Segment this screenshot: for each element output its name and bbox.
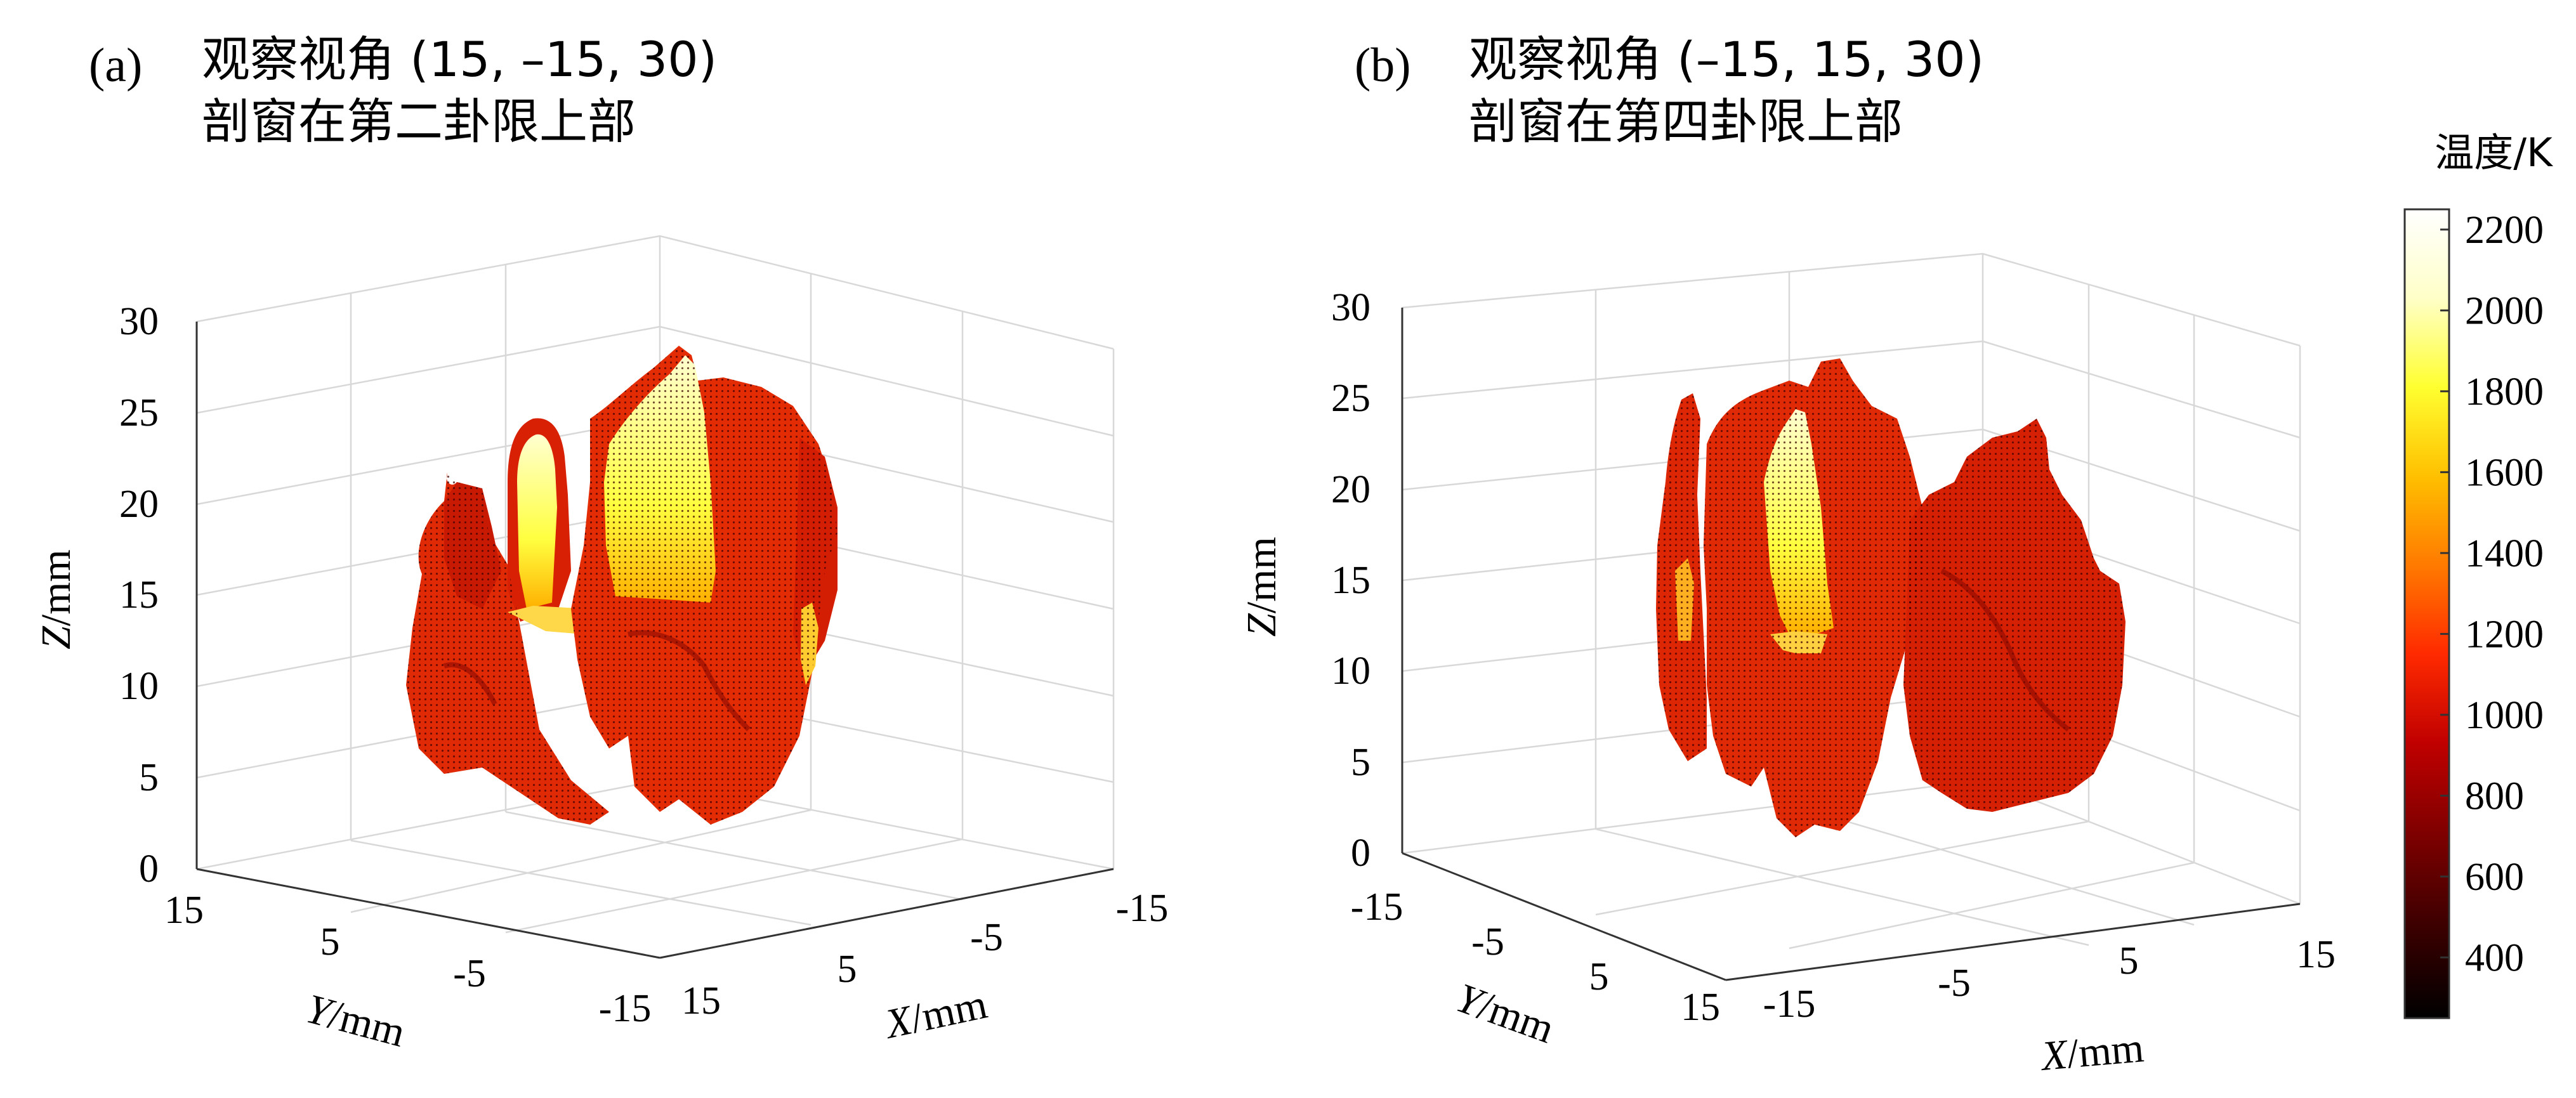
y-unit-b: /mm [1472, 983, 1560, 1052]
y-tick-a: -15 [599, 987, 652, 1030]
z-tick-b: 25 [1331, 377, 1370, 420]
z-tick-b: 0 [1351, 832, 1370, 875]
x-tick-a: 15 [681, 979, 721, 1023]
z-tick-b: 10 [1331, 650, 1370, 693]
z-unit-a: /mm [33, 549, 79, 626]
panel-a-y-label: Y/mm [301, 986, 410, 1056]
colorbar-tick-label: 1200 [2465, 613, 2544, 656]
z-var-b: Z [1239, 613, 1285, 637]
colorbar-tick-label: 2000 [2465, 289, 2544, 332]
x-tick-b: 15 [2296, 933, 2336, 976]
y-tick-b: -15 [1351, 886, 1403, 929]
colorbar-tick-label: 800 [2465, 774, 2524, 818]
x-tick-a: -5 [970, 916, 1003, 959]
panel-a-title-line2: 剖窗在第二卦限上部 [202, 93, 636, 150]
x-tick-b: 5 [2119, 939, 2139, 983]
z-tick-b: 30 [1331, 286, 1370, 329]
panel-a: 0 5 10 15 20 25 30 15 5 -5 -15 15 5 -5 -… [33, 31, 1168, 1056]
panel-a-flame-volume [406, 346, 838, 825]
colorbar: 温度/K 400 600 800 1000 1200 1400 1600 1800 2000 22… [2403, 129, 2553, 1019]
x-unit-a: /mm [906, 981, 991, 1042]
panel-a-z-label: Z/mm [33, 549, 79, 650]
svg-text:X/mm: X/mm [879, 981, 991, 1048]
y-tick-a: 15 [164, 889, 204, 932]
panel-a-label: (a) [89, 39, 142, 92]
panel-a-title-line1: 观察视角 (15, –15, 30) [202, 31, 717, 88]
x-var-b: X [2038, 1031, 2071, 1080]
z-unit-b: /mm [1239, 537, 1285, 613]
y-tick-a: 5 [320, 920, 340, 964]
z-tick-a: 10 [119, 665, 159, 708]
panel-b-z-ticks: 0 5 10 15 20 25 30 [1331, 286, 1370, 875]
z-tick-a: 15 [119, 573, 159, 617]
y-unit-a: /mm [324, 991, 410, 1056]
y-tick-b: -5 [1471, 920, 1504, 964]
x-tick-a: -15 [1116, 887, 1169, 930]
colorbar-tick-label: 600 [2465, 856, 2524, 899]
z-tick-a: 20 [119, 483, 159, 526]
panel-b-flame-volume [1656, 358, 2126, 837]
colorbar-tick-label: 1800 [2465, 370, 2544, 414]
x-tick-b: -15 [1763, 983, 1816, 1026]
svg-text:Y/mm: Y/mm [1450, 975, 1560, 1053]
z-tick-b: 15 [1331, 559, 1370, 602]
panel-b-front-axes [1401, 308, 2301, 981]
colorbar-tick-label: 1600 [2465, 451, 2544, 494]
panel-a-x-label: X/mm [879, 981, 991, 1048]
colorbar-ticks: 400 600 800 1000 1200 1400 1600 1800 2000 2200 [2440, 209, 2544, 979]
panel-a-y-ticks: 15 5 -5 -15 [164, 889, 651, 1030]
panel-b-x-ticks: -15 -5 5 15 [1763, 933, 2336, 1026]
y-tick-b: 5 [1589, 955, 1609, 998]
svg-text:Z/mm: Z/mm [33, 549, 79, 650]
panel-b: 0 5 10 15 20 25 30 -15 -5 5 15 -15 -5 5 … [1239, 31, 2336, 1080]
z-tick-b: 5 [1351, 741, 1370, 784]
panel-b-label: (b) [1355, 39, 1411, 92]
panel-b-title-line1: 观察视角 (–15, 15, 30) [1469, 31, 1984, 88]
x-unit-b: /mm [2065, 1024, 2146, 1077]
panel-a-z-ticks: 0 5 10 15 20 25 30 [119, 300, 159, 891]
panel-b-title-line2: 剖窗在第四卦限上部 [1469, 93, 1903, 150]
z-tick-a: 0 [139, 847, 159, 891]
colorbar-gradient [2403, 208, 2450, 1019]
x-tick-b: -5 [1938, 962, 1971, 1005]
z-tick-a: 5 [139, 756, 159, 799]
colorbar-tick-label: 1400 [2465, 532, 2544, 575]
panel-b-y-label: Y/mm [1450, 975, 1560, 1053]
colorbar-tick-label: 2200 [2465, 209, 2544, 252]
x-tick-a: 5 [838, 948, 857, 991]
panel-b-z-label: Z/mm [1239, 537, 1285, 637]
svg-text:X/mm: X/mm [2038, 1024, 2146, 1080]
colorbar-title: 温度/K [2435, 129, 2553, 176]
svg-text:Y/mm: Y/mm [301, 986, 410, 1056]
colorbar-tick-label: 400 [2465, 936, 2524, 979]
panel-b-y-ticks: -15 -5 5 15 [1351, 886, 1720, 1029]
z-tick-a: 30 [119, 300, 159, 343]
colorbar-tick-label: 1000 [2465, 694, 2544, 737]
svg-text:Z/mm: Z/mm [1239, 537, 1285, 637]
panel-b-x-label: X/mm [2038, 1024, 2146, 1080]
panel-a-x-ticks: 15 5 -5 -15 [681, 887, 1168, 1023]
panel-a-front-axes [195, 322, 1114, 959]
y-tick-b: 15 [1681, 986, 1720, 1029]
z-tick-a: 25 [119, 391, 159, 435]
y-tick-a: -5 [453, 952, 486, 995]
z-var-a: Z [33, 625, 79, 650]
z-tick-b: 20 [1331, 468, 1370, 511]
